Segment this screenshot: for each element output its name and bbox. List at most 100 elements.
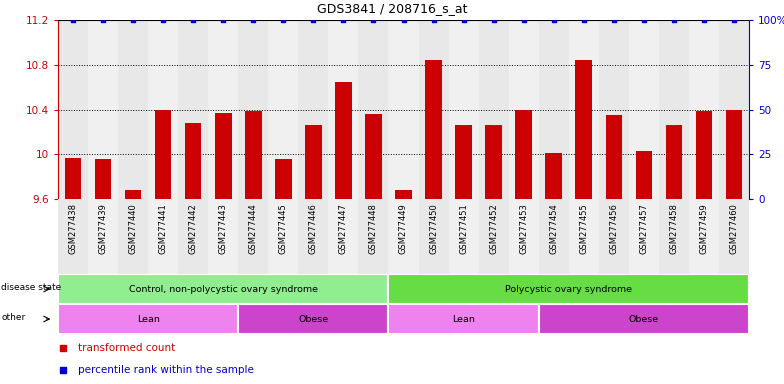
Bar: [155, 109, 172, 199]
Text: GSM277452: GSM277452: [489, 203, 498, 253]
Bar: [358, 199, 389, 274]
Text: Obese: Obese: [298, 314, 328, 323]
Text: GSM277455: GSM277455: [579, 203, 588, 253]
Bar: [58, 199, 88, 274]
Bar: [659, 199, 689, 274]
Text: Control, non-polycystic ovary syndrome: Control, non-polycystic ovary syndrome: [129, 285, 318, 293]
Bar: [599, 199, 629, 274]
Point: [247, 17, 260, 23]
Text: GSM277438: GSM277438: [68, 203, 78, 254]
Bar: [328, 199, 358, 274]
Bar: [478, 20, 509, 199]
Bar: [88, 20, 118, 199]
Text: GSM277457: GSM277457: [639, 203, 648, 253]
Text: GSM277443: GSM277443: [219, 203, 227, 253]
Text: GSM277442: GSM277442: [189, 203, 198, 253]
Bar: [629, 199, 659, 274]
Text: GDS3841 / 208716_s_at: GDS3841 / 208716_s_at: [317, 2, 467, 15]
Bar: [456, 125, 472, 199]
Bar: [448, 20, 478, 199]
Bar: [726, 109, 742, 199]
Bar: [515, 109, 532, 199]
Bar: [568, 20, 599, 199]
Bar: [695, 111, 712, 199]
Text: Polycystic ovary syndrome: Polycystic ovary syndrome: [505, 285, 632, 293]
Text: GSM277460: GSM277460: [729, 203, 739, 253]
Bar: [215, 113, 231, 199]
Bar: [148, 20, 178, 199]
Point: [217, 17, 230, 23]
Bar: [118, 199, 148, 274]
Bar: [58, 274, 389, 304]
Text: GSM277439: GSM277439: [99, 203, 107, 253]
Bar: [148, 199, 178, 274]
Bar: [605, 115, 622, 199]
Point: [337, 17, 350, 23]
Text: GSM277459: GSM277459: [699, 203, 709, 253]
Bar: [599, 20, 629, 199]
Text: GSM277441: GSM277441: [158, 203, 168, 253]
Point: [547, 17, 560, 23]
Bar: [629, 20, 659, 199]
Text: disease state: disease state: [1, 283, 61, 292]
Bar: [328, 20, 358, 199]
Text: GSM277447: GSM277447: [339, 203, 348, 253]
Point: [427, 17, 440, 23]
Text: Obese: Obese: [629, 314, 659, 323]
Text: GSM277446: GSM277446: [309, 203, 318, 253]
Bar: [568, 199, 599, 274]
Bar: [509, 20, 539, 199]
Bar: [689, 199, 719, 274]
Bar: [636, 151, 652, 199]
Point: [307, 17, 320, 23]
Bar: [88, 199, 118, 274]
Bar: [178, 199, 209, 274]
Point: [578, 17, 590, 23]
Bar: [299, 199, 328, 274]
Bar: [65, 157, 82, 199]
Text: GSM277458: GSM277458: [670, 203, 678, 253]
Text: GSM277440: GSM277440: [129, 203, 138, 253]
Text: GSM277453: GSM277453: [519, 203, 528, 253]
Point: [67, 17, 79, 23]
Bar: [448, 199, 478, 274]
Bar: [666, 125, 682, 199]
Point: [457, 17, 470, 23]
Bar: [719, 199, 749, 274]
Bar: [305, 125, 321, 199]
Bar: [478, 199, 509, 274]
Text: GSM277456: GSM277456: [609, 203, 619, 253]
Bar: [245, 111, 262, 199]
Point: [728, 17, 740, 23]
Point: [367, 17, 379, 23]
Bar: [209, 20, 238, 199]
Point: [277, 17, 289, 23]
Bar: [575, 60, 592, 199]
Bar: [209, 199, 238, 274]
Text: GSM277454: GSM277454: [550, 203, 558, 253]
Point: [668, 17, 681, 23]
Bar: [238, 304, 389, 334]
Bar: [719, 20, 749, 199]
Bar: [118, 20, 148, 199]
Text: GSM277451: GSM277451: [459, 203, 468, 253]
Text: GSM277444: GSM277444: [249, 203, 258, 253]
Bar: [365, 114, 382, 199]
Bar: [425, 60, 442, 199]
Bar: [268, 199, 299, 274]
Bar: [539, 20, 568, 199]
Bar: [419, 199, 448, 274]
Bar: [689, 20, 719, 199]
Bar: [546, 153, 562, 199]
Bar: [659, 20, 689, 199]
Text: Lean: Lean: [452, 314, 475, 323]
Point: [698, 17, 710, 23]
Bar: [389, 304, 539, 334]
Point: [608, 17, 620, 23]
Bar: [419, 20, 448, 199]
Bar: [238, 20, 268, 199]
Text: transformed count: transformed count: [78, 343, 176, 353]
Point: [488, 17, 500, 23]
Point: [157, 17, 169, 23]
Bar: [275, 159, 292, 199]
